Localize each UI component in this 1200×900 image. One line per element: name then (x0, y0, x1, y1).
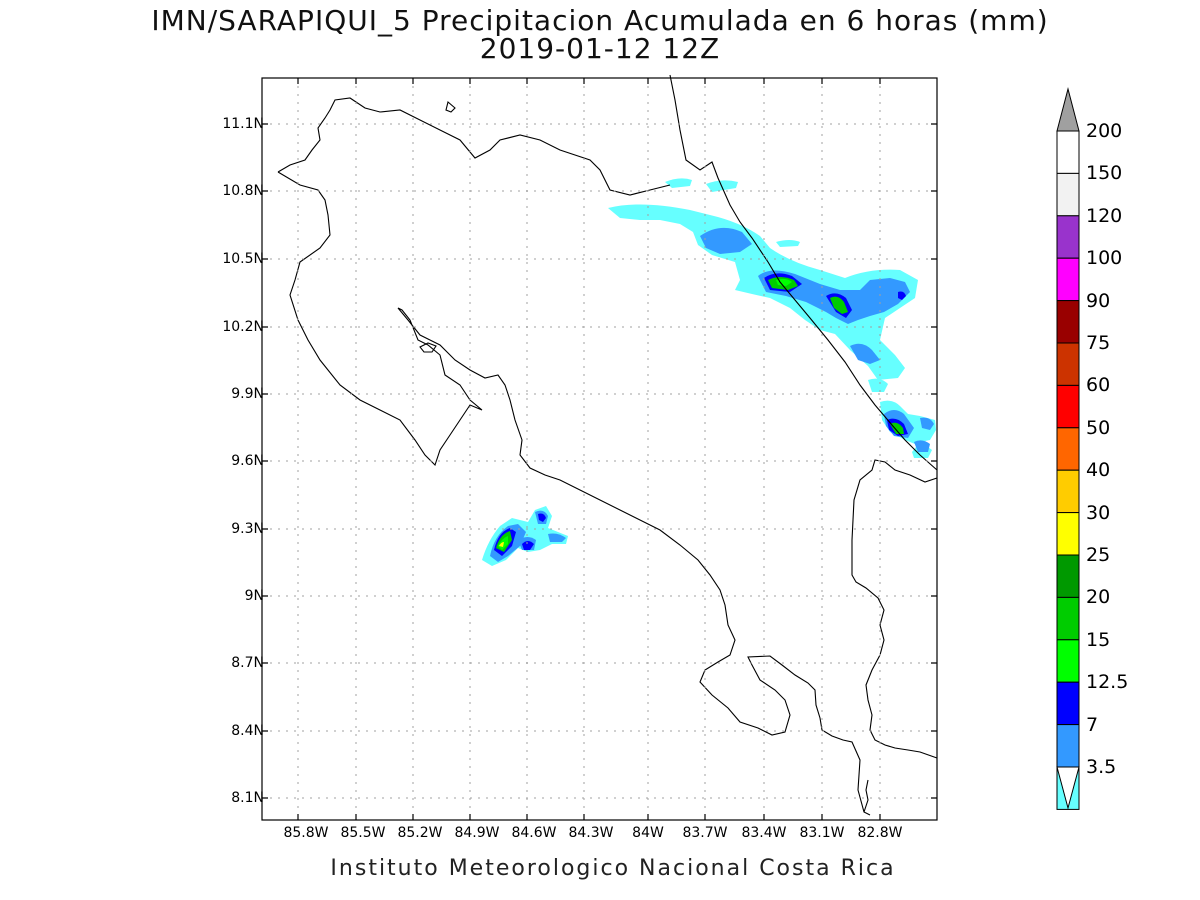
colorbar-swatch (1056, 215, 1080, 259)
lat-lon-grid (262, 78, 937, 820)
precip-area-heavy (522, 541, 534, 550)
lat-tick-label: 10.2N (222, 319, 264, 335)
precip-area-light (776, 240, 800, 247)
precip-area-extreme (776, 278, 792, 286)
coastline-north (277, 171, 871, 816)
colorbar-swatch (1056, 724, 1080, 768)
colorbar-label: 30 (1086, 501, 1111, 524)
colorbar-label: 20 (1086, 586, 1111, 609)
lat-tick-label: 9.9N (231, 386, 264, 402)
colorbar-label: 200 (1086, 120, 1123, 142)
lon-tick-label: 84.6W (511, 825, 557, 841)
colorbar-under-arrow (1056, 766, 1080, 810)
nicaragua-border (277, 97, 671, 196)
precip-area-moderate (850, 343, 880, 364)
coastline-south (851, 459, 938, 759)
colorbar-swatch (1056, 681, 1080, 726)
lake-island (445, 101, 456, 113)
footer-credit: Instituto Meteorologico Nacional Costa R… (330, 856, 896, 881)
colorbar-label: 100 (1086, 247, 1123, 270)
colorbar-over-arrow (1056, 87, 1080, 132)
lon-tick-label: 82.8W (857, 825, 903, 841)
colorbar-label: 25 (1086, 544, 1111, 566)
lon-tick-label: 84.9W (454, 825, 500, 841)
colorbar-label: 150 (1086, 162, 1123, 185)
precip-area-peak (499, 542, 504, 547)
colorbar (1056, 87, 1080, 810)
colorbar-label: 40 (1086, 459, 1111, 482)
lon-tick-label: 85.5W (340, 825, 386, 841)
colorbar-label: 12.5 (1086, 671, 1129, 694)
colorbar-swatch (1056, 469, 1080, 514)
panama-border (863, 779, 869, 813)
colorbar-swatch (1056, 427, 1080, 471)
precipitation-layer (482, 178, 936, 566)
colorbar-swatch (1056, 384, 1080, 429)
lat-tick-label: 10.5N (222, 251, 264, 267)
map-frame (261, 77, 938, 821)
lon-tick-label: 85.8W (283, 825, 329, 841)
lat-tick-label: 8.1N (231, 790, 264, 806)
lat-tick-label: 11.1N (222, 116, 264, 132)
colorbar-label: 90 (1086, 289, 1111, 312)
precip-area-moderate (914, 440, 930, 452)
colorbar-label: 3.5 (1086, 756, 1117, 778)
colorbar-label: 50 (1086, 416, 1111, 439)
lon-tick-label: 85.2W (397, 825, 443, 841)
precip-area-moderate (700, 227, 752, 254)
island-nicoya (419, 342, 437, 353)
precip-area-heavy (538, 513, 546, 522)
colorbar-swatch (1056, 130, 1080, 174)
colorbar-swatch (1056, 512, 1080, 556)
colorbar-label: 120 (1086, 204, 1123, 227)
precip-area-heavy (898, 291, 906, 300)
precip-area-very-heavy (830, 296, 848, 314)
colorbar-swatch (1056, 300, 1080, 344)
colorbar-swatch (1056, 257, 1080, 302)
precip-area-light (608, 204, 918, 380)
precip-area-light (665, 178, 692, 188)
lon-tick-label: 83.4W (741, 825, 787, 841)
colorbar-label: 60 (1086, 374, 1111, 397)
lat-tick-label: 9.3N (231, 521, 264, 537)
colorbar-label: 75 (1086, 332, 1111, 354)
map-title: IMN/SARAPIQUI_5 Precipitacion Acumulada … (151, 4, 1049, 37)
precip-area-very-heavy (890, 422, 904, 434)
lat-tick-label: 9N (244, 588, 264, 604)
map-datetime: 2019-01-12 12Z (479, 32, 721, 65)
lat-tick-label: 10.8N (222, 183, 264, 199)
precip-area-light (868, 378, 888, 392)
colorbar-label: 7 (1086, 713, 1099, 736)
colorbar-swatch (1056, 596, 1080, 641)
lon-tick-label: 83.7W (682, 825, 728, 841)
colorbar-label: 15 (1086, 628, 1111, 651)
precip-area-moderate (920, 417, 934, 430)
colorbar-swatch (1056, 554, 1080, 598)
lat-tick-label: 8.4N (231, 723, 264, 739)
lat-tick-label: 9.6N (231, 453, 264, 469)
coastline-layer (277, 74, 938, 816)
colorbar-swatch (1056, 172, 1080, 217)
colorbar-swatch (1056, 342, 1080, 386)
lon-tick-label: 84.3W (568, 825, 614, 841)
lat-tick-label: 8.7N (231, 655, 264, 671)
precip-area-moderate (548, 533, 566, 542)
colorbar-swatch (1056, 639, 1080, 683)
lon-tick-label: 83.1W (799, 825, 845, 841)
caribbean-coast (669, 74, 938, 471)
lon-tick-label: 84W (632, 825, 664, 841)
